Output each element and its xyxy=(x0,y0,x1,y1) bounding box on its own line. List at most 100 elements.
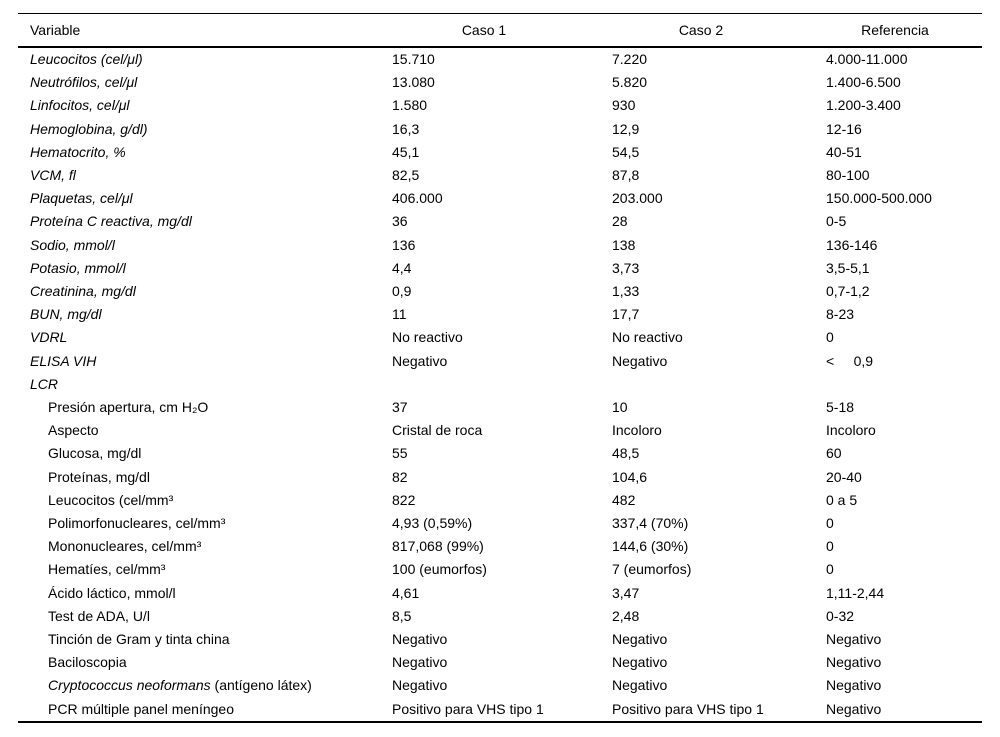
table-row: Mononucleares, cel/mm³ 817,068 (99%) 144,6… xyxy=(18,535,982,558)
caso1-cell: Cristal de roca xyxy=(392,422,483,439)
variable-label: Creatinina, mg/dl xyxy=(30,283,136,300)
caso1-cell: 55 xyxy=(392,445,408,462)
referencia-cell: 8-23 xyxy=(826,306,855,323)
referencia-cell: 40-51 xyxy=(826,143,862,160)
caso1-cell: 36 xyxy=(392,213,408,230)
caso2-cell: 87,8 xyxy=(612,167,640,184)
variable-cell: BUN, mg/dl xyxy=(18,303,392,326)
variable-cell: Test de ADA, U/l xyxy=(18,605,392,628)
table-row: Hemoglobina, g/dl) 16,3 12,9 12-16 xyxy=(18,118,982,141)
referencia-cell: 150.000-500.000 xyxy=(826,190,932,207)
variable-label: VDRL xyxy=(30,329,68,346)
caso1-cell: 45,1 xyxy=(392,143,420,160)
variable-cell: Proteínas, mg/dl xyxy=(18,466,392,489)
table-row: VDRL No reactivo No reactivo 0 xyxy=(18,326,982,349)
variable-cell: PCR múltiple panel meníngeo xyxy=(18,698,392,722)
variable-cell: Baciloscopia xyxy=(18,651,392,674)
referencia-cell: 0 a 5 xyxy=(826,491,858,508)
variable-cell: Sodio, mmol/l xyxy=(18,234,392,257)
variable-cell: Proteína C reactiva, mg/dl xyxy=(18,210,392,233)
table-row: VCM, fl 82,5 87,8 80-100 xyxy=(18,164,982,187)
caso2-cell xyxy=(612,373,826,396)
table-header-row: Variable Caso 1 Caso 2 Referencia xyxy=(18,13,982,48)
variable-cell: Tinción de Gram y tinta china xyxy=(18,628,392,651)
caso1-cell: 8,5 xyxy=(392,607,412,624)
caso2-cell: 203.000 xyxy=(612,190,663,207)
caso1-cell: Negativo xyxy=(392,352,448,369)
variable-label: Presión apertura, cm H₂O xyxy=(48,399,209,416)
table-row: Cryptococcus neoformans (antígeno látex)… xyxy=(18,674,982,697)
table-row: ELISA VIH Negativo Negativo < 0,9 xyxy=(18,350,982,373)
referencia-cell: Negativo xyxy=(826,631,882,648)
variable-cell: Hematocrito, % xyxy=(18,141,392,164)
variable-label: Sodio, mmol/l xyxy=(30,236,115,253)
variable-label: Neutrófilos, cel/μl xyxy=(30,74,138,91)
caso2-cell: 5.820 xyxy=(612,74,648,91)
caso2-cell: No reactivo xyxy=(612,329,683,346)
caso2-cell: 12,9 xyxy=(612,120,640,137)
caso1-cell: 4,61 xyxy=(392,584,420,601)
caso2-cell: 54,5 xyxy=(612,143,640,160)
variable-label: Plaquetas, cel/μl xyxy=(30,190,133,207)
caso1-cell: 0,9 xyxy=(392,283,412,300)
referencia-cell: 0 xyxy=(826,329,834,346)
caso2-cell: 138 xyxy=(612,236,636,253)
column-header-caso1: Caso 1 xyxy=(392,13,612,48)
caso1-cell: 822 xyxy=(392,491,416,508)
caso1-cell: 16,3 xyxy=(392,120,420,137)
caso2-cell: 28 xyxy=(612,213,628,230)
table-row: Proteínas, mg/dl 82 104,6 20-40 xyxy=(18,466,982,489)
table-row: Tinción de Gram y tinta china Negativo Neg… xyxy=(18,628,982,651)
variable-label: Leucocitos (cel/mm³ xyxy=(48,491,174,508)
table-body: Leucocitos (cel/μl) 15.710 7.220 4.000-11.0… xyxy=(18,47,982,722)
variable-cell: Potasio, mmol/l xyxy=(18,257,392,280)
variable-label: Baciloscopia xyxy=(48,654,127,671)
caso1-cell: 82,5 xyxy=(392,167,420,184)
caso1-cell: Negativo xyxy=(392,631,448,648)
variable-label: BUN, mg/dl xyxy=(30,306,102,323)
variable-label: Test de ADA, U/l xyxy=(48,607,150,624)
caso1-cell: 4,4 xyxy=(392,259,412,276)
table-row: Hematíes, cel/mm³ 100 (eumorfos) 7 (eumorf… xyxy=(18,558,982,581)
caso1-cell xyxy=(392,373,612,396)
variable-label: VCM, fl xyxy=(30,167,76,184)
table-row: Baciloscopia Negativo Negativo Negativo xyxy=(18,651,982,674)
caso1-cell: 817,068 (99%) xyxy=(392,538,484,555)
caso2-cell: Negativo xyxy=(612,352,668,369)
variable-label: Ácido láctico, mmol/l xyxy=(48,584,176,601)
caso1-cell: No reactivo xyxy=(392,329,463,346)
referencia-cell: 1.200-3.400 xyxy=(826,97,901,114)
table-row: Presión apertura, cm H₂O 37 10 5-18 xyxy=(18,396,982,419)
variable-label: LCR xyxy=(30,375,59,392)
caso2-cell: 3,73 xyxy=(612,259,640,276)
variable-cell: Leucocitos (cel/μl) xyxy=(18,47,392,71)
table-row: Glucosa, mg/dl 55 48,5 60 xyxy=(18,442,982,465)
caso2-cell: Incoloro xyxy=(612,422,662,439)
table-row: Plaquetas, cel/μl 406.000 203.000 150.000-5… xyxy=(18,187,982,210)
referencia-cell: Negativo xyxy=(826,677,882,694)
table-row: LCR xyxy=(18,373,982,396)
caso2-cell: 337,4 (70%) xyxy=(612,515,689,532)
table-row: BUN, mg/dl 11 17,7 8-23 xyxy=(18,303,982,326)
table-row: Leucocitos (cel/μl) 15.710 7.220 4.000-11.0… xyxy=(18,47,982,71)
referencia-cell: Incoloro xyxy=(826,422,876,439)
referencia-cell: 0 xyxy=(826,538,834,555)
referencia-cell: 136-146 xyxy=(826,236,878,253)
variable-label: Mononucleares, cel/mm³ xyxy=(48,538,202,555)
referencia-cell: 20-40 xyxy=(826,468,862,485)
variable-cell: VDRL xyxy=(18,326,392,349)
column-header-caso2: Caso 2 xyxy=(612,13,826,48)
referencia-cell: 0,7-1,2 xyxy=(826,283,870,300)
table-row: Aspecto Cristal de roca Incoloro Incoloro xyxy=(18,419,982,442)
caso1-cell: Positivo para VHS tipo 1 xyxy=(392,700,544,717)
table-row: Test de ADA, U/l 8,5 2,48 0-32 xyxy=(18,605,982,628)
caso1-cell: 4,93 (0,59%) xyxy=(392,515,473,532)
variable-cell: LCR xyxy=(18,373,392,396)
table-row: Polimorfonucleares, cel/mm³ 4,93 (0,59%) 3… xyxy=(18,512,982,535)
referencia-cell: 3,5-5,1 xyxy=(826,259,870,276)
caso1-cell: 37 xyxy=(392,399,408,416)
caso2-cell: 144,6 (30%) xyxy=(612,538,689,555)
variable-label-suffix: (antígeno látex) xyxy=(210,677,312,694)
variable-label: Linfocitos, cel/μl xyxy=(30,97,130,114)
